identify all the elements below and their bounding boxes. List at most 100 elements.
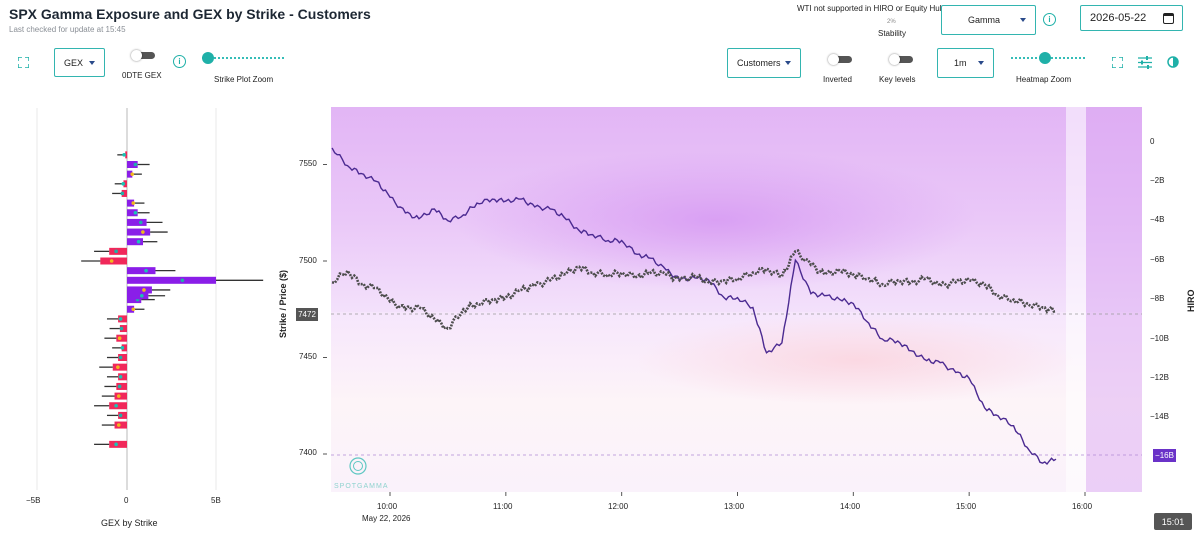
gex-bar[interactable] [118, 373, 127, 381]
gex-bar[interactable] [121, 344, 127, 352]
metric-select[interactable]: Gamma [941, 5, 1036, 35]
hiro-tick-label: −8B [1150, 294, 1165, 303]
gex-bar[interactable] [109, 440, 127, 448]
spotgamma-logo [349, 457, 367, 475]
gex-marker [131, 307, 136, 312]
heatmap-zoom-label: Heatmap Zoom [1016, 75, 1072, 84]
expand-icon[interactable] [18, 57, 29, 68]
gex-marker [121, 182, 126, 186]
price-tick-label: 7500 [299, 256, 317, 265]
chevron-down-icon [978, 61, 984, 65]
interval-select-value: 1m [954, 58, 967, 68]
odte-gex-label: 0DTE GEX [122, 71, 162, 80]
gex-bar[interactable] [127, 218, 147, 226]
chevron-down-icon [89, 60, 95, 65]
gex-marker [131, 201, 136, 205]
gex-bar[interactable] [109, 247, 127, 255]
heatmap-future-band [1086, 107, 1142, 492]
gex-marker [118, 413, 123, 418]
expand-icon[interactable] [1112, 57, 1123, 68]
hiro-tick-label: −6B [1150, 255, 1165, 264]
odte-gex-toggle[interactable] [131, 50, 155, 61]
gex-marker [119, 326, 124, 331]
gex-tick-label: −5B [26, 496, 41, 505]
gex-bar[interactable] [127, 228, 151, 236]
slider-thumb[interactable] [202, 52, 214, 64]
gex-bar[interactable] [116, 334, 127, 342]
time-tick-label: 15:00 [956, 502, 977, 511]
interval-select[interactable]: 1m [937, 48, 994, 78]
gex-bar[interactable] [121, 189, 127, 197]
gex-bar[interactable] [127, 286, 152, 294]
key-levels-label: Key levels [879, 75, 916, 84]
gex-bar[interactable] [123, 180, 127, 188]
gex-marker [114, 403, 118, 408]
gex-marker [120, 191, 125, 196]
gex-marker [116, 365, 120, 369]
gex-bar[interactable] [127, 276, 216, 284]
key-levels-toggle[interactable] [889, 54, 913, 65]
gex-bar[interactable] [112, 363, 127, 371]
price-series-line [331, 249, 1057, 331]
gex-bar[interactable] [127, 305, 135, 313]
gamma-heatmap-chart[interactable]: SPOTGAMMA [296, 100, 1200, 534]
gex-by-strike-chart [36, 108, 264, 490]
gex-marker [120, 346, 125, 350]
theme-toggle-icon[interactable] [1167, 56, 1179, 68]
gex-marker [180, 278, 185, 283]
hiro-tick-label: 0 [1150, 137, 1155, 146]
hiro-tick-label: −4B [1150, 215, 1165, 224]
gex-select[interactable]: GEX [54, 48, 105, 77]
gex-bar[interactable] [127, 170, 133, 178]
gex-bar[interactable] [127, 296, 142, 304]
gex-marker [118, 355, 123, 360]
price-tick-label: 7550 [299, 159, 317, 168]
time-tick-label: 14:00 [840, 502, 861, 511]
price-axis-label: Strike / Price ($) [278, 232, 288, 338]
hiro-tick-label: −12B [1150, 373, 1169, 382]
strike-zoom-slider[interactable] [202, 52, 286, 64]
gex-marker [118, 375, 123, 379]
time-tick-label: 11:00 [493, 502, 513, 511]
metric-select-value: Gamma [968, 15, 1001, 25]
date-picker[interactable]: 2026-05-22 [1080, 5, 1183, 31]
gex-marker [109, 259, 114, 263]
price-axis-label-text: Strike / Price ($) [278, 269, 288, 338]
unsupported-tooltip: WTI not supported in HIRO or Equity Hub [797, 4, 945, 13]
gex-tick-label: 5B [211, 496, 221, 505]
gex-bar[interactable] [127, 238, 144, 246]
gex-bar[interactable] [118, 315, 127, 323]
info-icon[interactable]: i [173, 55, 186, 68]
gex-bar[interactable] [127, 161, 138, 168]
chevron-down-icon [785, 61, 791, 65]
gex-bar[interactable] [118, 354, 127, 361]
gex-bar[interactable] [100, 257, 127, 265]
gex-marker [122, 153, 126, 157]
customers-select[interactable]: Customers [727, 48, 801, 78]
gex-bar[interactable] [127, 199, 135, 207]
gex-bar[interactable] [127, 292, 149, 300]
info-icon[interactable]: i [1043, 13, 1056, 26]
gex-marker [141, 230, 145, 234]
slider-thumb[interactable] [1039, 52, 1052, 64]
gex-bar[interactable] [127, 209, 138, 217]
inverted-label: Inverted [823, 75, 852, 84]
gex-bar[interactable] [119, 325, 127, 333]
gex-marker [140, 293, 144, 298]
gex-bar[interactable] [118, 411, 127, 419]
heatmap-region [636, 315, 1076, 405]
settings-sliders-icon[interactable] [1138, 56, 1152, 69]
gex-bar[interactable] [127, 267, 156, 275]
gex-bar[interactable] [116, 382, 127, 390]
gex-bar[interactable] [114, 392, 127, 400]
gex-bar[interactable] [114, 421, 127, 429]
hiro-tick-label: −14B [1150, 412, 1169, 421]
hiro-axis-label: HIRO [1186, 289, 1196, 313]
gex-bar[interactable] [125, 151, 128, 159]
gex-marker [116, 423, 121, 427]
heatmap-zoom-slider[interactable] [1011, 52, 1086, 64]
inverted-toggle[interactable] [828, 54, 852, 65]
gex-bar[interactable] [109, 402, 127, 410]
calendar-icon[interactable] [1163, 12, 1174, 24]
gex-select-value: GEX [64, 57, 84, 68]
